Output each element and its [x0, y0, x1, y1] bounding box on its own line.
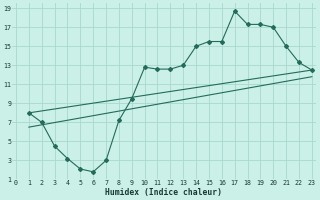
X-axis label: Humidex (Indice chaleur): Humidex (Indice chaleur) — [105, 188, 222, 197]
